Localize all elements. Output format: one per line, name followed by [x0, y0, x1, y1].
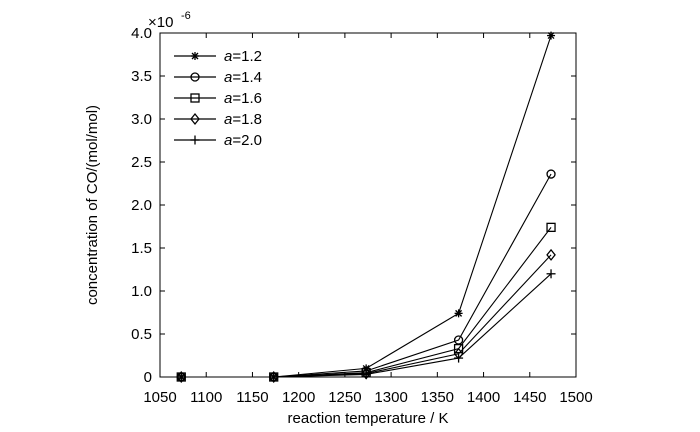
- x-tick-label: 1400: [467, 389, 500, 406]
- circle-marker: [190, 72, 200, 82]
- x-tick-label: 1450: [513, 389, 546, 406]
- legend-item: a=1.6: [174, 90, 262, 107]
- diamond-marker: [546, 248, 556, 261]
- diamond-marker: [176, 370, 187, 384]
- series-3: [176, 222, 556, 382]
- y-multiplier-label: ×10: [148, 14, 173, 31]
- y-tick-label: 0: [144, 369, 152, 386]
- legend-label-value: =2.0: [232, 132, 262, 149]
- legend-label-value: =1.4: [232, 69, 262, 86]
- plus-marker: [269, 372, 279, 382]
- asterisk-marker: [547, 31, 556, 40]
- y-tick-label: 1.5: [131, 240, 152, 257]
- x-tick-label: 1200: [282, 389, 315, 406]
- y-exponent-label: -6: [181, 10, 191, 22]
- y-tick-label: 3.5: [131, 68, 152, 85]
- y-tick-label: 2.0: [131, 197, 152, 214]
- circle-marker: [546, 169, 556, 179]
- square-marker: [453, 343, 464, 354]
- x-tick-label: 1350: [421, 389, 454, 406]
- legend: a=1.2a=1.4a=1.6a=1.8a=2.0: [174, 48, 262, 149]
- legend-label: a=1.4: [224, 69, 262, 86]
- legend-label-variable: a: [224, 69, 232, 86]
- legend-label-variable: a: [224, 111, 232, 128]
- diamond-marker: [268, 370, 279, 384]
- series-line: [181, 173, 552, 378]
- x-tick-label: 1100: [190, 389, 222, 406]
- plus-marker: [176, 372, 186, 382]
- square-marker: [190, 93, 200, 103]
- x-axis: 1050 1100 1150 1200 1250 1300 1350 1400 1450 1500: [143, 33, 593, 406]
- plus-marker: [361, 369, 371, 379]
- plot-frame: [159, 32, 577, 378]
- y-tick-label: 0.5: [131, 326, 152, 343]
- y-tick-label: 2.5: [131, 154, 152, 171]
- square-marker: [546, 222, 556, 233]
- y-axis: 0 0.5 1.0 1.5 2.0 2.5 3.0 3.5 4.0: [131, 25, 576, 386]
- x-tick-label: 1500: [559, 389, 592, 406]
- diamond-marker: [190, 112, 200, 126]
- legend-label-value: =1.8: [232, 111, 262, 128]
- legend-label-variable: a: [224, 48, 232, 65]
- legend-label-variable: a: [224, 132, 232, 149]
- x-tick-label: 1050: [143, 389, 176, 406]
- legend-label-value: =1.2: [232, 48, 262, 65]
- asterisk-marker: [191, 52, 199, 60]
- legend-label: a=2.0: [224, 132, 262, 149]
- legend-item: a=2.0: [174, 132, 262, 149]
- legend-item: a=1.2: [174, 48, 262, 65]
- series-line: [181, 35, 552, 378]
- y-axis-title: concentration of CO/(mol/mol): [84, 105, 101, 305]
- x-tick-label: 1150: [236, 389, 268, 406]
- legend-label: a=1.8: [224, 111, 262, 128]
- series-5: [176, 269, 556, 382]
- plus-marker: [546, 269, 556, 279]
- y-tick-label: 4.0: [131, 25, 152, 42]
- legend-label: a=1.2: [224, 48, 262, 65]
- series-2: [176, 169, 556, 382]
- asterisk-marker: [454, 309, 463, 318]
- x-tick-label: 1250: [328, 389, 361, 406]
- legend-item: a=1.4: [174, 69, 262, 86]
- y-tick-label: 3.0: [131, 111, 152, 128]
- y-tick-label: 1.0: [131, 283, 152, 300]
- series-layer: [176, 31, 556, 384]
- plus-marker: [190, 135, 200, 145]
- legend-label-variable: a: [224, 90, 232, 107]
- series-line: [181, 273, 552, 378]
- x-tick-label: 1300: [374, 389, 407, 406]
- series-line: [181, 227, 552, 378]
- legend-label-value: =1.6: [232, 90, 262, 107]
- plus-marker: [454, 353, 464, 363]
- legend-label: a=1.6: [224, 90, 262, 107]
- legend-item: a=1.8: [174, 111, 262, 128]
- x-axis-title: reaction temperature / K: [288, 410, 449, 427]
